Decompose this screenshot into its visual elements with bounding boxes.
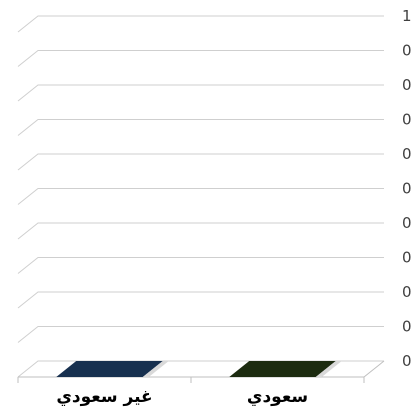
y-tick-label: 0 (402, 352, 412, 370)
gridline (17, 15, 384, 33)
y-tick-label: 0 (402, 42, 412, 60)
bar (229, 361, 336, 377)
y-tick-label: 0 (402, 76, 412, 94)
bars (56, 361, 342, 377)
gridline (17, 84, 384, 102)
bar-side (315, 361, 342, 377)
gridline (17, 50, 384, 67)
bar (56, 361, 163, 377)
gridline (17, 326, 384, 343)
y-tick-label: 0 (402, 318, 412, 336)
gridlines (17, 15, 384, 378)
gridline (17, 119, 384, 136)
y-tick-label: 0 (402, 283, 412, 301)
y-tick-label: 0 (402, 180, 412, 198)
gridline (17, 153, 384, 171)
bar-side (142, 361, 169, 377)
y-tick-label: 0 (402, 111, 412, 129)
y-tick-label: 0 (402, 249, 412, 267)
y-tick-label: 1 (402, 7, 412, 25)
y-tick-label: 0 (402, 214, 412, 232)
category-label: غير سعودي (56, 387, 152, 407)
gridline (17, 222, 384, 240)
y-tick-labels: 0 0 0 0 0 0 0 0 0 0 1 (402, 7, 412, 370)
y-tick-label: 0 (402, 145, 412, 163)
gridline (17, 291, 384, 309)
gridline (17, 257, 384, 274)
category-label: سعودي (247, 387, 308, 407)
gridline (17, 188, 384, 205)
category-labels: غير سعودي سعودي (56, 387, 308, 407)
x-axis-depth-line (363, 360, 385, 378)
